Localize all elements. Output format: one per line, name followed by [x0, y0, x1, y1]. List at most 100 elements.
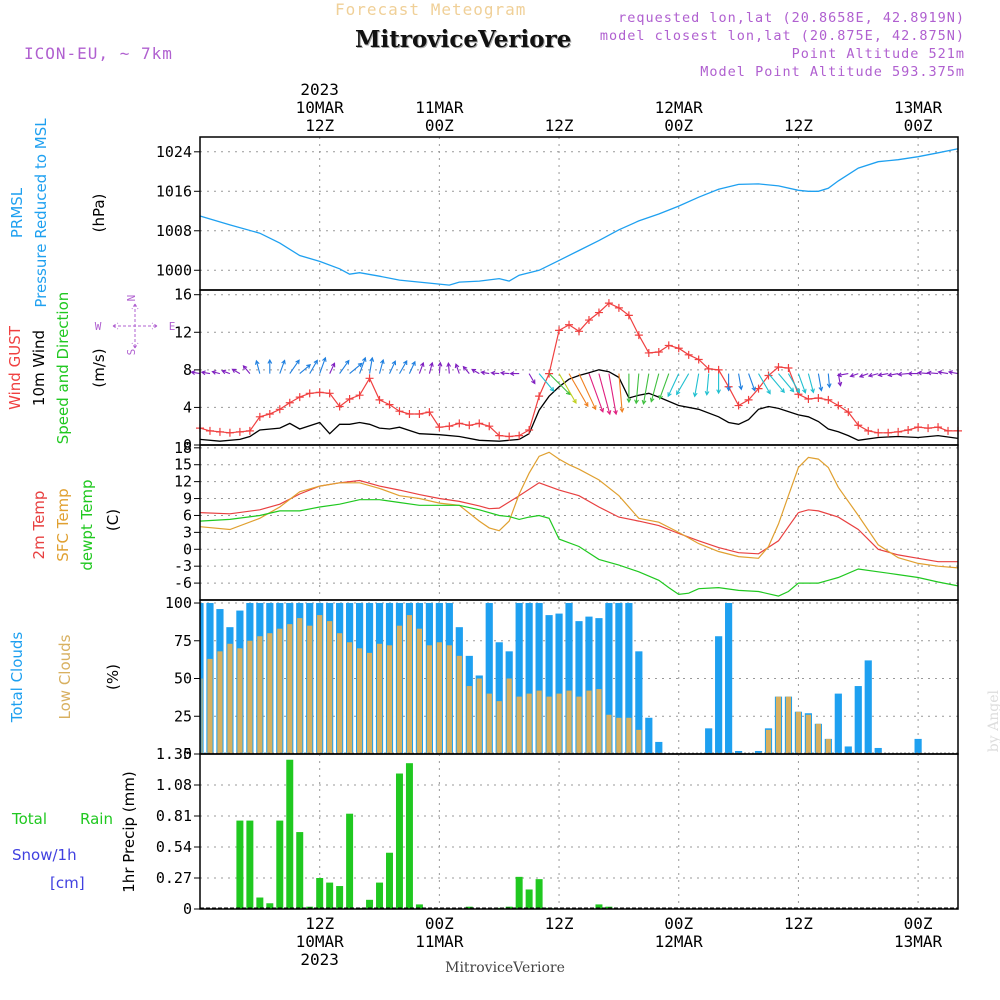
temp-sfc-line	[199, 451, 959, 569]
wind-direction-arrow	[588, 373, 605, 413]
point-altitude: Point Altitude 521m	[791, 46, 965, 62]
wind-direction-arrow	[378, 358, 385, 374]
gust-marker	[355, 391, 364, 400]
low-cloud-bar	[257, 636, 263, 754]
precip-panel-frame	[199, 753, 959, 910]
wind-direction-arrow	[190, 370, 201, 376]
rain-bar	[515, 876, 523, 909]
top-time-label: 12Z	[545, 116, 574, 135]
wind-direction-arrow	[817, 373, 824, 392]
bottom-time-label: 12Z	[545, 914, 574, 933]
wind-direction-arrow	[947, 370, 959, 375]
gust-marker	[714, 365, 723, 374]
top-time-label: 12Z	[784, 116, 813, 135]
low-cloud-bar	[436, 642, 442, 754]
rain-bar	[236, 820, 244, 909]
gust-marker	[415, 410, 424, 418]
gust-marker	[535, 392, 544, 401]
total-cloud-bar	[734, 750, 743, 754]
wind-gust-axis-label: Wind GUST	[6, 325, 24, 410]
low-cloud-bar	[267, 633, 273, 754]
y-tick-label: -3	[174, 557, 192, 575]
low-cloud-bar	[596, 689, 602, 754]
y-tick-label: 50	[174, 670, 192, 688]
gust-marker	[425, 408, 434, 417]
wind-direction-arrow	[299, 364, 312, 375]
bottom-time-label: 12Z	[305, 914, 334, 933]
total-cloud-bar	[834, 693, 842, 754]
low-cloud-bar	[456, 655, 462, 754]
gust-marker	[375, 395, 384, 404]
model-point-altitude: Model Point Altitude 593.375m	[700, 64, 965, 80]
low-cloud-bar	[815, 723, 821, 754]
wind-direction-arrow	[758, 373, 771, 395]
low-cloud-bar	[396, 625, 403, 754]
total-cloud-bar	[575, 621, 583, 754]
gust-marker	[455, 419, 464, 428]
gust-marker	[215, 427, 224, 436]
low-cloud-bar	[785, 696, 792, 754]
wind-direction-arrow	[787, 373, 800, 394]
gust-marker	[684, 350, 693, 359]
low-cloud-bar	[207, 658, 213, 754]
y-tick-label: 0	[183, 436, 192, 454]
wind-direction-arrow	[726, 373, 731, 392]
wind-direction-arrow	[408, 360, 416, 374]
rain-bar	[405, 763, 413, 909]
wind-direction-arrow	[568, 373, 589, 408]
gust-marker	[784, 363, 793, 372]
pressure-line	[199, 148, 959, 286]
wind-direction-arrow	[528, 373, 536, 385]
low-cloud-bar	[825, 738, 831, 754]
top-time-label: 11MAR	[415, 98, 464, 117]
y-tick-label: 1024	[156, 143, 192, 161]
y-tick-label: 8	[183, 361, 192, 379]
low-cloud-bar	[376, 643, 383, 754]
pressure-axis-label-1: PRMSL	[8, 187, 26, 238]
rain-bar	[296, 832, 304, 909]
rain-bar	[535, 879, 543, 909]
wind-axis-label: 10m Wind	[30, 330, 48, 406]
y-tick-label: 1000	[156, 261, 192, 279]
total-cloud-bar	[705, 728, 713, 754]
gust-marker	[475, 419, 484, 428]
y-tick-label: -6	[174, 574, 192, 592]
compass-rose-icon	[112, 303, 158, 349]
bottom-time-label: 2023	[300, 950, 339, 969]
bottom-time-label: 00Z	[904, 914, 933, 933]
low-cloud-bar	[317, 615, 323, 754]
pressure-unit-label: (hPa)	[90, 194, 108, 233]
gust-marker	[844, 408, 853, 417]
gust-marker	[864, 426, 873, 435]
gust-marker	[804, 394, 813, 403]
gust-marker	[764, 371, 773, 380]
y-tick-label: 25	[174, 707, 192, 725]
gust-marker	[505, 432, 514, 441]
y-tick-label: 6	[183, 506, 192, 524]
wind-direction-arrow	[704, 373, 710, 396]
gust-marker	[315, 388, 324, 397]
total-cloud-bar	[874, 747, 882, 754]
top-time-label: 10MAR	[296, 98, 345, 117]
rain-bar	[326, 882, 334, 909]
temp-2m-line	[199, 479, 958, 563]
wind-direction-arrow	[887, 372, 899, 378]
low-cloud-bar	[201, 678, 203, 754]
rain-bar	[256, 897, 264, 909]
gust-marker	[904, 425, 913, 434]
wind-direction-arrow	[309, 359, 318, 374]
low-cloud-bar	[247, 640, 253, 754]
total-cloud-bar	[655, 741, 663, 754]
total-cloud-bar	[725, 603, 733, 754]
precip-snow-label: Snow/1h	[12, 846, 77, 864]
low-cloud-bar	[765, 729, 772, 754]
total-cloud-bar	[625, 603, 633, 754]
low-cloud-bar	[496, 701, 502, 754]
gust-marker	[824, 395, 833, 404]
y-tick-label: 12	[174, 323, 192, 341]
wind-direction-arrow	[558, 373, 577, 405]
low-cloud-bar	[366, 652, 373, 754]
gust-marker	[435, 423, 444, 432]
gust-marker	[325, 389, 334, 398]
